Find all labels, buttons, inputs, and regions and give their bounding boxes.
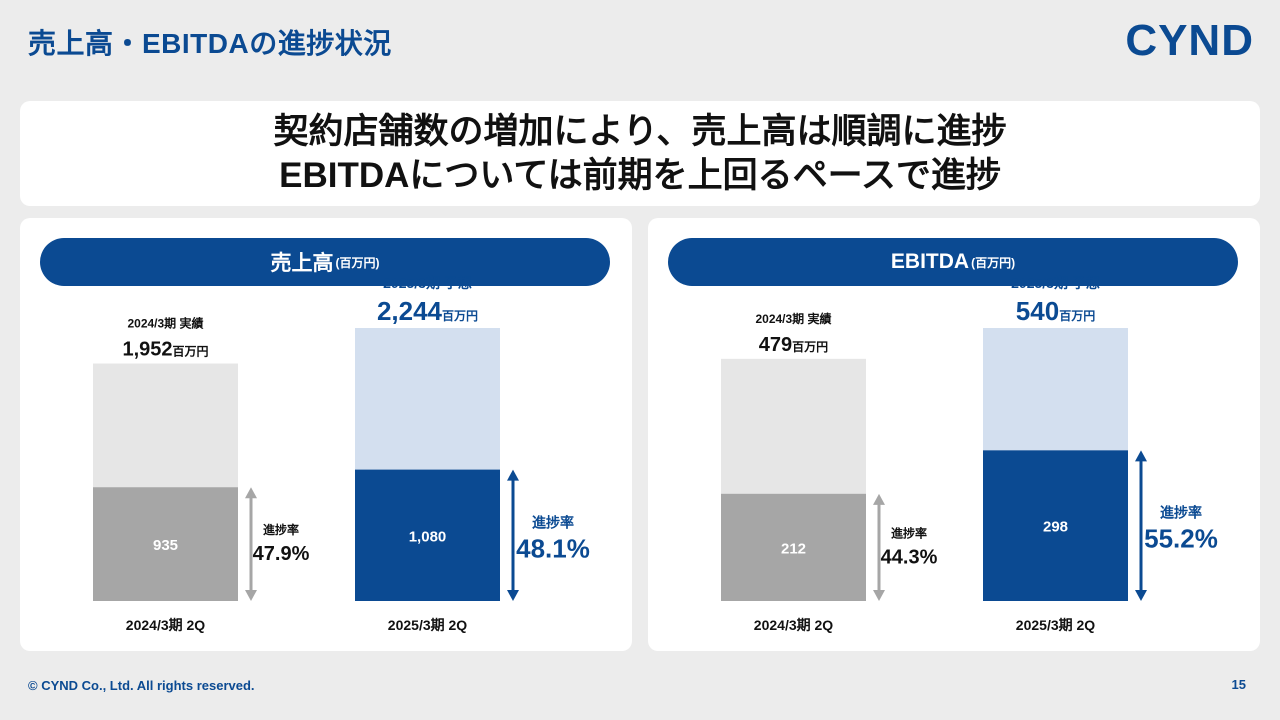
ebitda-fy2025-total-label: 2025/3期 予想 — [1011, 275, 1100, 291]
ebitda-fy2024-rate-label: 進捗率 — [891, 525, 927, 540]
sales-panel-title: 売上高 — [270, 252, 334, 275]
sales-fy2025-progress-arrow — [507, 469, 519, 601]
ebitda-fy2025-rate-label: 進捗率 — [1160, 505, 1202, 521]
ebitda-fy2024-rate-value: 44.3% — [881, 546, 938, 568]
sales-fy2025-progress-bar — [355, 469, 500, 601]
ebitda-fy2024-progress-bar — [721, 493, 866, 601]
ebitda-fy2024-progress-value: 212 — [781, 540, 806, 557]
sales-fy2024-total-label: 2024/3期 実績 — [127, 316, 203, 331]
sales-fy2025-total-value: 2,244百万円 — [377, 296, 478, 326]
cynd-logo: CYND — [1125, 16, 1254, 65]
ebitda-fy2024-total-value: 479百万円 — [759, 334, 828, 356]
page-number: 15 — [1231, 677, 1246, 692]
sales-fy2024-progress-value: 935 — [153, 537, 178, 554]
ebitda-panel-title: EBITDA — [890, 250, 970, 273]
sales-fy2024-total-unit: 百万円 — [173, 345, 209, 359]
sales-fy2024-progress-arrow-head-up — [245, 487, 257, 499]
headline-line-2: EBITDAについては前期を上回るペースで進捗 — [279, 155, 1001, 195]
sales-fy2025-progress-arrow-head-down — [507, 590, 519, 601]
sales-fy2025-progress-value: 1,080 — [409, 528, 447, 545]
ebitda-fy2024-progress-arrow — [873, 493, 885, 601]
ebitda-fy2025-total-value: 540百万円 — [1016, 296, 1095, 326]
sales-fy2024-progress-bar — [93, 487, 238, 601]
headline-box: 契約店舗数の増加により、売上高は順調に進捗 EBITDAについては前期を上回るペ… — [20, 101, 1260, 206]
sales-panel-unit: (百万円) — [335, 255, 380, 270]
sales-fy2024-rate-label: 進捗率 — [263, 522, 299, 537]
sales-fy2024-total-number: 1,952 — [122, 339, 172, 361]
sales-panel-header: 売上高 (百万円) — [40, 238, 610, 286]
ebitda-fy2025-total-unit: 百万円 — [1059, 309, 1095, 323]
copyright-footer: © CYND Co., Ltd. All rights reserved. — [28, 678, 255, 693]
sales-fy2025-category-label: 2025/3期 2Q — [388, 617, 467, 633]
ebitda-panel-header: EBITDA (百万円) — [668, 238, 1238, 286]
ebitda-fy2024-category-label: 2024/3期 2Q — [754, 617, 833, 633]
ebitda-fy2025-category-label: 2025/3期 2Q — [1016, 617, 1095, 633]
ebitda-fy2025-total-number: 540 — [1016, 296, 1059, 326]
sales-fy2024-progress-arrow — [245, 487, 257, 601]
ebitda-panel-unit: (百万円) — [971, 255, 1016, 270]
sales-fy2024-total-value: 1,952百万円 — [122, 339, 208, 361]
ebitda-fy2024-total-label: 2024/3期 実績 — [755, 311, 831, 326]
ebitda-fy2024-total-unit: 百万円 — [792, 340, 828, 354]
ebitda-fy2024-progress-arrow-head-down — [873, 590, 885, 601]
ebitda-fy2025-progress-bar — [983, 450, 1128, 601]
sales-fy2024-rate-value: 47.9% — [253, 543, 310, 565]
sales-fy2025-total-label: 2025/3期 予想 — [383, 275, 472, 291]
sales-panel: 売上高 (百万円) 935 2024/3期 実績 1,952百万円 2024/3期 2Q… — [20, 218, 632, 651]
headline-line-1: 契約店舗数の増加により、売上高は順調に進捗 — [273, 111, 1007, 151]
slide-title: 売上高・EBITDAの進捗状況 — [28, 28, 392, 59]
sales-fy2025-rate-label: 進捗率 — [532, 514, 574, 530]
ebitda-panel: EBITDA (百万円) 212 2024/3期 実績 479百万円 2024/3期 2… — [648, 218, 1260, 651]
ebitda-fy2025-progress-arrow-head-up — [1135, 450, 1147, 462]
ebitda-fy2025-rate-value: 55.2% — [1144, 524, 1218, 554]
ebitda-fy2025-progress-arrow-head-down — [1135, 590, 1147, 601]
sales-fy2025-total-unit: 百万円 — [442, 309, 478, 323]
sales-fy2024-category-label: 2024/3期 2Q — [126, 617, 205, 633]
sales-fy2025-total-number: 2,244 — [377, 296, 443, 326]
ebitda-fy2025-progress-arrow — [1135, 450, 1147, 601]
sales-fy2024-progress-arrow-head-down — [245, 590, 257, 601]
sales-fy2025-rate-value: 48.1% — [516, 533, 590, 563]
sales-fy2025-progress-arrow-head-up — [507, 469, 519, 481]
ebitda-fy2024-progress-arrow-head-up — [873, 493, 885, 505]
ebitda-fy2025-progress-value: 298 — [1043, 519, 1068, 536]
ebitda-fy2024-total-number: 479 — [759, 334, 792, 356]
